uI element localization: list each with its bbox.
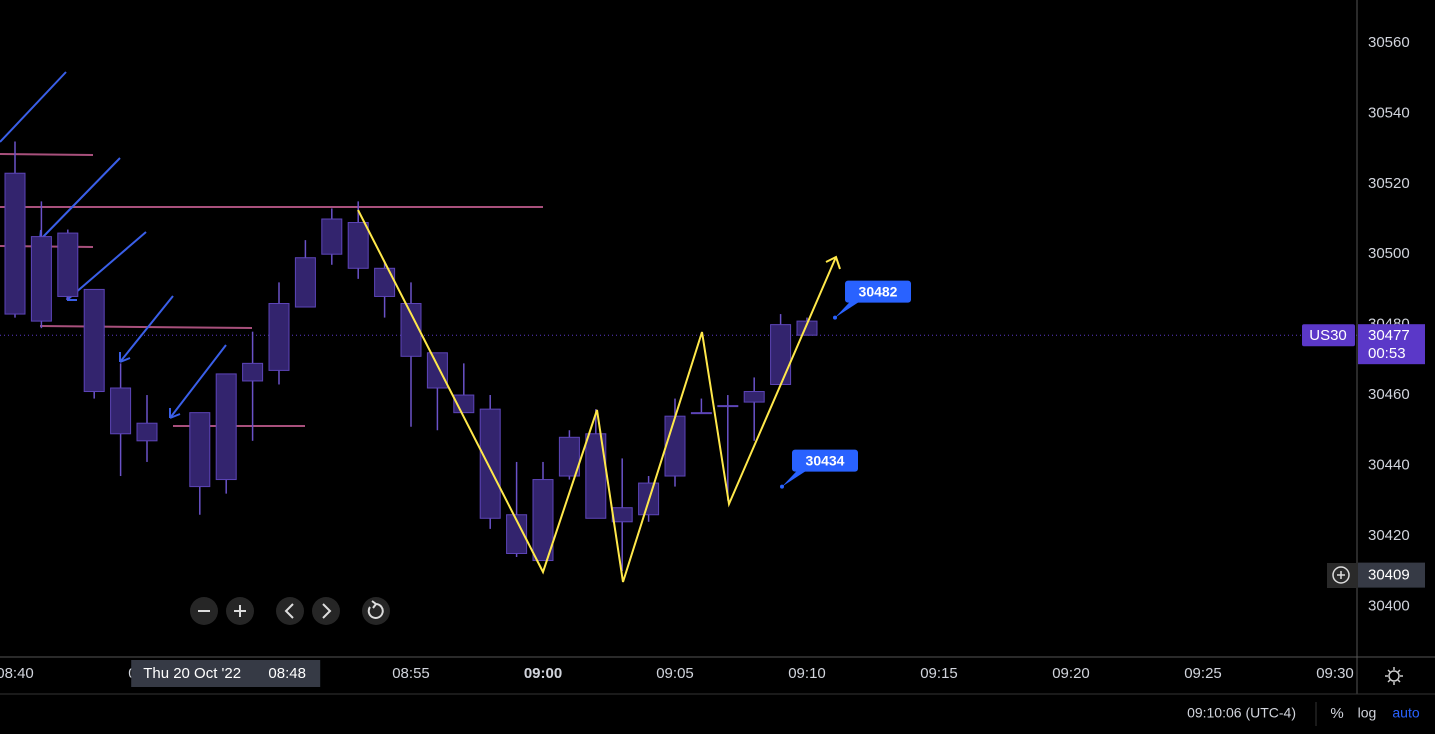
y-tick-label: 30460 <box>1368 386 1410 403</box>
annotation-label: 30434 <box>806 452 845 468</box>
y-tick-label: 30500 <box>1368 245 1410 262</box>
candle-body <box>57 232 79 297</box>
x-tick-label: 09:20 <box>1052 665 1090 682</box>
candle-body <box>268 303 290 371</box>
annotation-pointer <box>835 300 861 318</box>
candle-body <box>426 352 448 389</box>
symbol-box <box>1302 324 1355 347</box>
x-tick-label: 09:05 <box>656 665 694 682</box>
x-tick-label: 08:55 <box>392 665 430 682</box>
candle-body <box>374 267 396 297</box>
candle-body <box>110 387 132 435</box>
symbol: US30 <box>1309 327 1347 344</box>
candle-body <box>83 288 105 393</box>
candle-body <box>321 218 343 255</box>
settings[interactable] <box>1385 667 1403 685</box>
x-tick-label: 09:10 <box>788 665 826 682</box>
x-tick-label: 09:25 <box>1184 665 1222 682</box>
log-toggle[interactable]: log <box>1358 705 1377 721</box>
x-tick-label: 08:40 <box>0 665 34 682</box>
candle-body <box>30 236 52 322</box>
y-tick-label: 30560 <box>1368 34 1410 51</box>
candle-body <box>4 172 26 315</box>
scroll-left[interactable] <box>276 597 304 625</box>
y-tick-label: 30400 <box>1368 597 1410 614</box>
last-price: 30477 <box>1368 327 1410 344</box>
clock: 09:10:06 (UTC-4) <box>1187 705 1296 721</box>
drawings <box>0 71 543 427</box>
add-alert[interactable] <box>1327 563 1356 588</box>
candle-body <box>532 479 554 562</box>
percent-toggle[interactable]: % <box>1330 705 1343 722</box>
scroll-right[interactable] <box>312 597 340 625</box>
candles <box>4 141 818 572</box>
y-tick-label: 30540 <box>1368 104 1410 121</box>
labels: 3040030420304403046030480305003052030540… <box>0 34 1425 722</box>
crosshair-price-box <box>1358 562 1425 588</box>
candle-body <box>479 408 501 519</box>
candle-body <box>770 324 792 385</box>
candle-body <box>717 405 739 408</box>
x-tick-label: 09:15 <box>920 665 958 682</box>
candle-body <box>189 412 211 488</box>
annotation-box <box>792 449 858 472</box>
candle-body <box>611 507 633 523</box>
x-tick-label: 09:00 <box>524 665 562 682</box>
candle-body <box>690 412 712 415</box>
candle-body <box>215 373 237 481</box>
zoom-out[interactable] <box>190 597 218 625</box>
arrow <box>119 295 174 363</box>
annotation-box <box>845 280 911 303</box>
candle-body <box>242 362 264 382</box>
candle-body <box>558 436 580 477</box>
candle-body <box>294 257 316 308</box>
h-line <box>0 153 94 156</box>
crosshair-time: 08:48 <box>268 665 306 682</box>
arrow-head <box>825 255 841 270</box>
candle-body <box>136 422 158 442</box>
candle-body <box>796 320 818 336</box>
candle-body <box>585 433 607 519</box>
reset[interactable] <box>362 597 390 625</box>
candle-body <box>347 222 369 269</box>
crosshair-date: Thu 20 Oct '22 <box>143 665 241 682</box>
arrow <box>0 71 67 143</box>
countdown: 00:53 <box>1368 345 1406 362</box>
navigation <box>190 597 390 625</box>
candle-body <box>400 303 422 357</box>
crosshair-time-box <box>131 660 321 687</box>
arrow <box>169 344 227 419</box>
y-tick-label: 30440 <box>1368 456 1410 473</box>
zoom-in[interactable] <box>226 597 254 625</box>
zigzag <box>357 209 837 583</box>
auto-toggle[interactable]: auto <box>1392 705 1419 721</box>
candle-body <box>506 514 528 554</box>
annotation-label: 30482 <box>859 283 898 299</box>
crosshair-price: 30409 <box>1368 567 1410 584</box>
x-tick-label: 09:30 <box>1316 665 1354 682</box>
annotation-pointer <box>782 469 808 487</box>
candle-body <box>743 391 765 403</box>
y-tick-label: 30420 <box>1368 527 1410 544</box>
candle-body <box>664 415 686 477</box>
last-price-box <box>1358 324 1425 365</box>
h-line <box>39 325 253 329</box>
y-tick-label: 30520 <box>1368 175 1410 192</box>
